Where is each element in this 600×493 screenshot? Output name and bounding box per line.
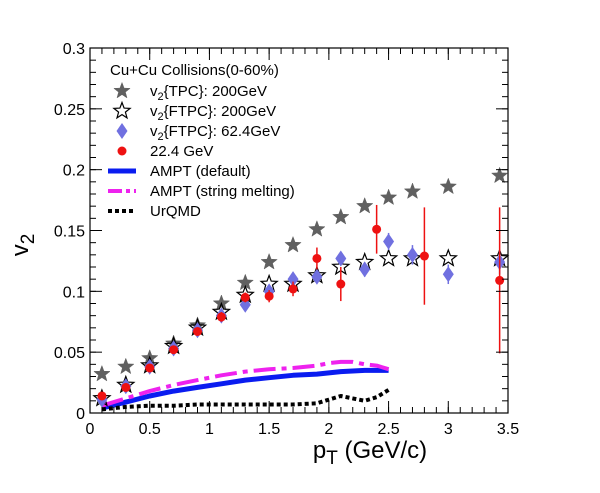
marker-diamond [442, 266, 454, 283]
marker-circle [264, 291, 274, 301]
x-tick-label: 2 [324, 421, 333, 438]
legend-label: AMPT (default) [150, 163, 251, 180]
marker-circle [419, 251, 429, 261]
marker-star-filled [113, 81, 131, 99]
legend-label-subscript: 2 [158, 111, 164, 123]
legend-label: 22.4 GeV [150, 143, 213, 160]
legend-label-main: UrQMD [150, 203, 201, 220]
legend-header: Cu+Cu Collisions(0-60%) [110, 62, 279, 79]
x-tick-label: 1 [205, 421, 214, 438]
x-tick-label: 0.5 [139, 421, 161, 438]
curve-urqmd [101, 388, 390, 412]
marker-star-open [438, 248, 459, 267]
marker-circle [312, 253, 322, 263]
marker-circle [372, 224, 382, 234]
marker-diamond [311, 268, 323, 285]
x-axis-label: pT (GeV/c) [313, 437, 427, 469]
marker-circle [169, 345, 179, 355]
y-tick-label: 0.15 [54, 224, 85, 241]
marker-star-open [378, 248, 399, 267]
marker-diamond [287, 271, 299, 288]
legend-label: AMPT (string melting) [150, 183, 295, 200]
marker-circle [97, 391, 107, 401]
marker-circle [192, 326, 202, 336]
legend-label-main: v [150, 103, 158, 120]
legend-label-main: AMPT (default) [150, 163, 251, 180]
legend-label-rest: {FTPC}: 200GeV [164, 103, 277, 120]
marker-star-filled [355, 196, 374, 214]
x-tick-label: 2.5 [377, 421, 399, 438]
marker-star-filled [284, 235, 302, 253]
marker-star-filled [379, 188, 398, 206]
y-tick-label: 0.3 [63, 41, 85, 58]
marker-circle [216, 312, 226, 322]
y-axis-label-main: v [7, 244, 34, 256]
y-tick-label: 0.2 [63, 163, 85, 180]
y-axis-label-subscript: 2 [18, 234, 39, 245]
marker-star-filled [93, 364, 111, 382]
legend-label-main: 22.4 GeV [150, 143, 213, 160]
marker-star-filled [490, 166, 509, 184]
legend-label-subscript: 2 [158, 91, 164, 103]
model-curves-layer [101, 359, 390, 412]
marker-star-filled [332, 207, 350, 225]
marker-diamond [335, 250, 347, 267]
legend-label-main: AMPT (string melting) [150, 183, 295, 200]
y-tick-label: 0 [76, 406, 85, 423]
curve-ampt-default- [101, 367, 389, 411]
marker-circle [240, 292, 250, 302]
x-tick-label: 1.5 [258, 421, 280, 438]
y-tick-label: 0.1 [63, 284, 85, 301]
legend-label: UrQMD [150, 203, 201, 220]
x-tick-label: 3 [444, 421, 453, 438]
marker-circle [336, 279, 346, 289]
marker-star-filled [403, 182, 422, 199]
marker-diamond [406, 246, 418, 263]
marker-star-filled [439, 177, 458, 195]
marker-diamond [359, 261, 371, 278]
y-tick-label: 0.05 [54, 345, 85, 362]
y-axis-label: v2 [7, 234, 39, 257]
marker-star-filled [260, 252, 278, 270]
legend-label: v2{FTPC}: 62.4GeV [150, 123, 280, 143]
axis-layer: pT (GeV/c) v2 0 0.5 1 1.5 2 2.5 3 3.500.050.10.… [7, 41, 519, 469]
x-tick-label: 3.5 [497, 421, 519, 438]
legend: Cu+Cu Collisions(0-60%) v2{TPC}: 200GeVv… [108, 62, 295, 220]
marker-star-open [112, 100, 132, 120]
legend-label-rest: {FTPC}: 62.4GeV [164, 123, 281, 140]
marker-diamond [383, 233, 395, 250]
marker-circle [145, 363, 155, 373]
legend-label: v2{FTPC}: 200GeV [150, 103, 276, 123]
data-markers-layer [92, 166, 510, 408]
x-axis-label-subscript: T [326, 448, 338, 469]
x-tick-label: 0 [86, 421, 95, 438]
marker-circle [121, 382, 131, 392]
legend-label-subscript: 2 [158, 131, 164, 143]
y-tick-label: 0.25 [54, 102, 85, 119]
legend-label-main: v [150, 83, 158, 100]
marker-star-filled [117, 357, 135, 375]
marker-circle [117, 146, 127, 156]
legend-label-main: v [150, 123, 158, 140]
marker-diamond [116, 123, 128, 139]
marker-star-filled [308, 220, 326, 237]
marker-circle [288, 284, 298, 294]
legend-label-rest: {TPC}: 200GeV [164, 83, 267, 100]
x-axis-label-rest: (GeV/c) [338, 437, 427, 464]
x-axis-label-main: p [313, 437, 326, 464]
marker-circle [495, 275, 505, 285]
legend-label: v2{TPC}: 200GeV [150, 83, 267, 103]
